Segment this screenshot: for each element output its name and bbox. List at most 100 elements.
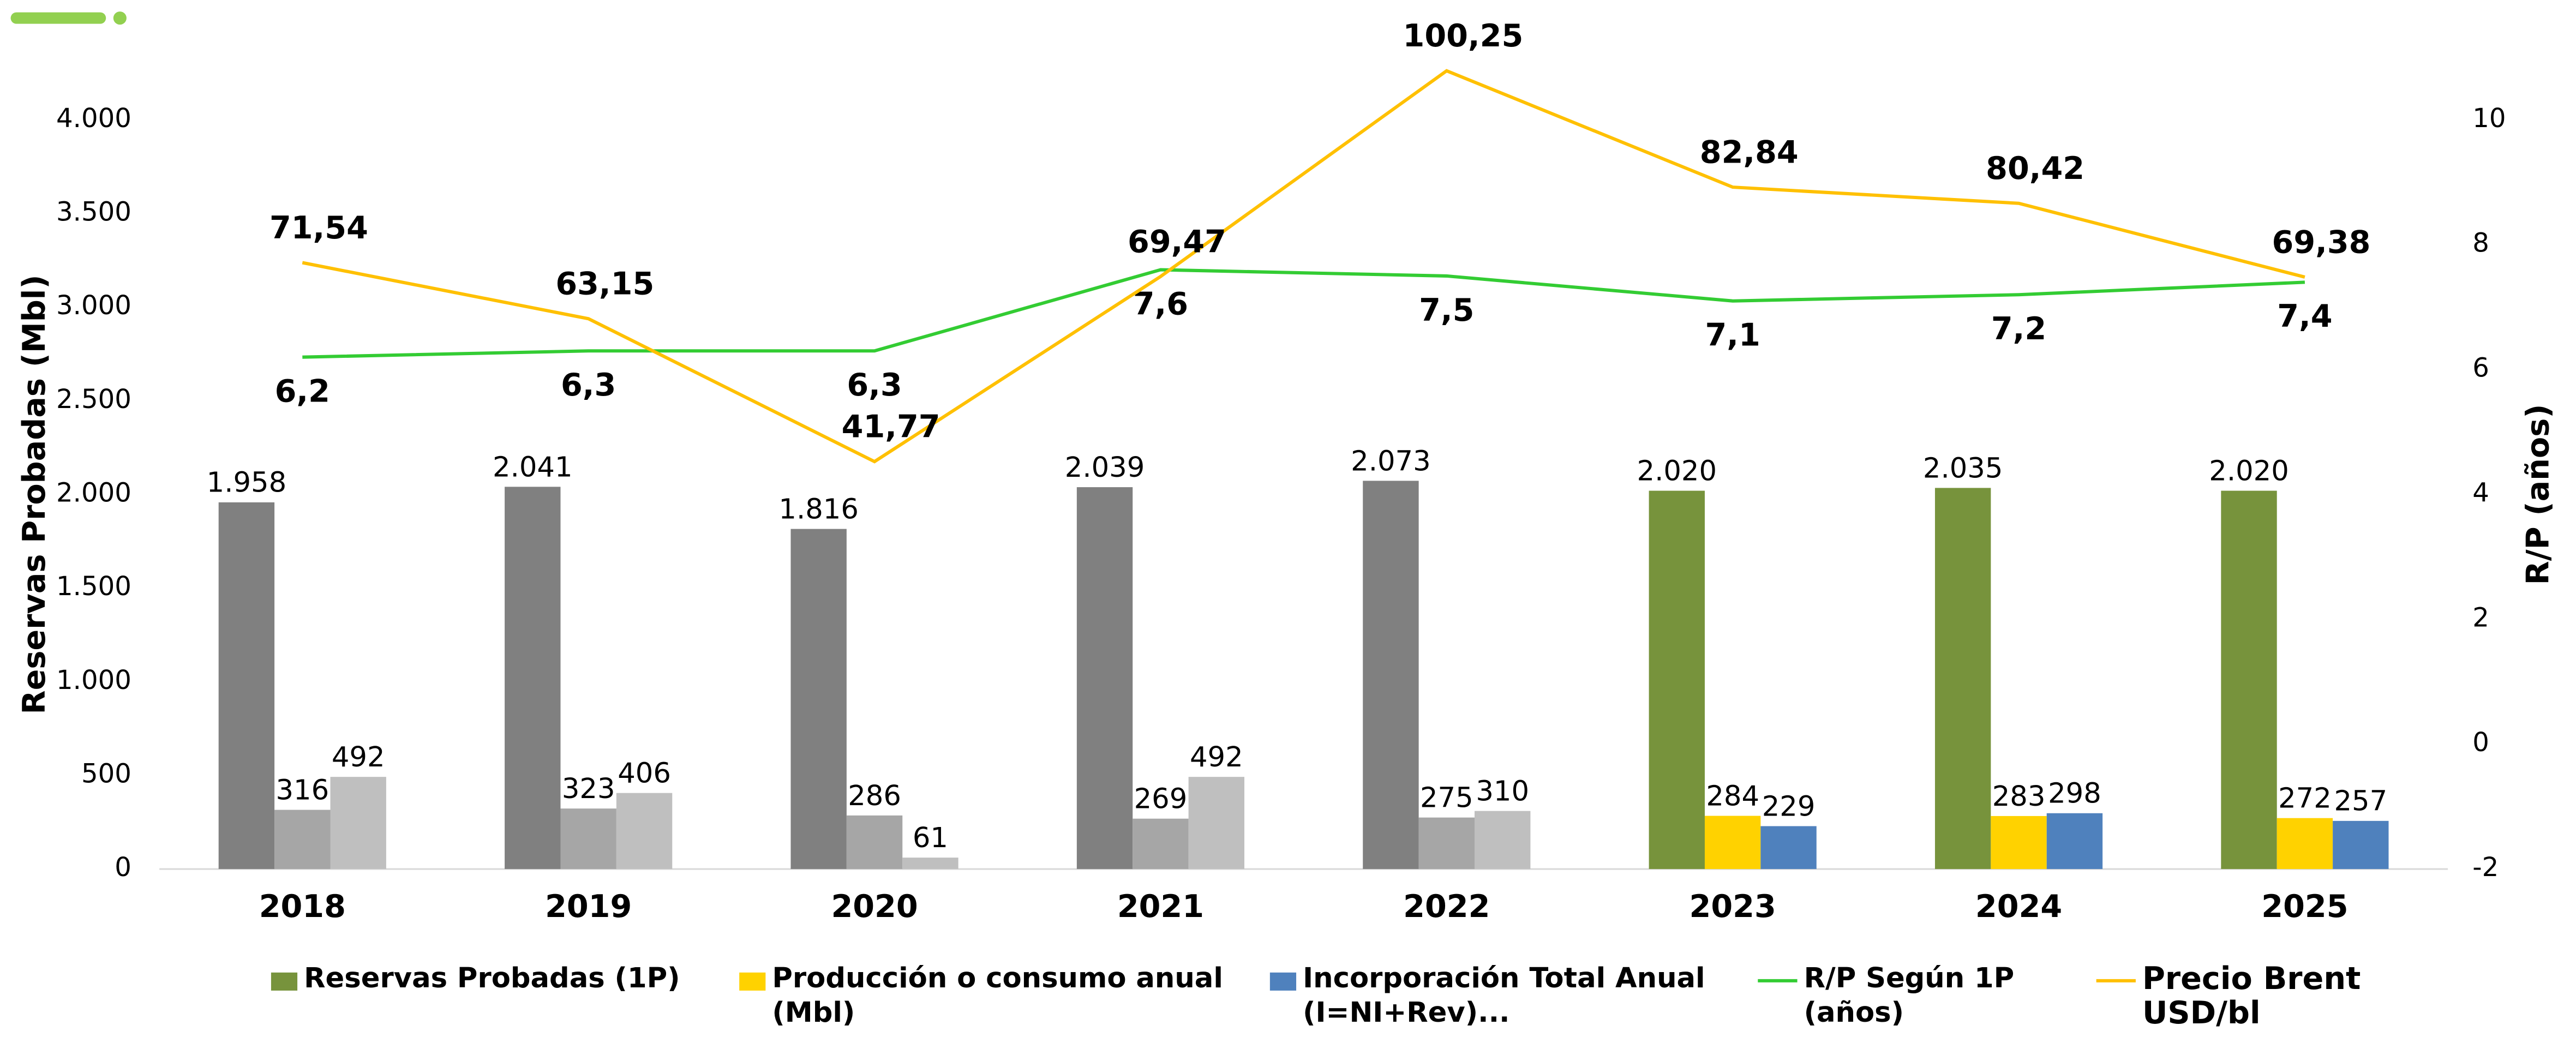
legend-label: Reservas Probadas (1P)	[304, 962, 680, 996]
data-label: 406	[618, 757, 671, 790]
data-label: 2.073	[1351, 445, 1431, 477]
data-label: 310	[1476, 775, 1529, 808]
y-tick-label: 2.000	[56, 477, 131, 508]
bar	[1704, 816, 1761, 870]
y2-tick-label: 4	[2472, 477, 2489, 508]
legend-swatch	[271, 972, 298, 991]
x-tick-label: 2023	[1690, 889, 1776, 925]
line-data-label: 69,38	[2272, 224, 2371, 260]
legend-swatch	[1269, 972, 1297, 991]
line-series	[302, 268, 2305, 359]
line-data-label: 7,5	[1419, 292, 1474, 328]
x-tick-label: 2021	[1117, 889, 1204, 925]
data-label: 272	[2278, 782, 2332, 815]
x-tick-label: 2020	[831, 889, 918, 925]
y2-tick-label: 0	[2472, 727, 2489, 758]
bar	[2333, 820, 2389, 870]
y2-tick-label: 8	[2472, 228, 2489, 259]
y-tick-label: 4.000	[56, 103, 131, 134]
data-label: 1.958	[207, 466, 287, 499]
data-label: 2.039	[1065, 451, 1145, 484]
line-data-label: 63,15	[555, 266, 654, 302]
legend-label: R/P Según 1P (años)	[1804, 962, 2015, 1030]
line-data-label: 6,3	[847, 367, 902, 403]
data-label: 283	[1992, 780, 2046, 813]
data-label: 286	[848, 780, 901, 812]
data-label: 2.041	[493, 451, 573, 483]
bar	[2221, 490, 2277, 870]
bar	[846, 815, 903, 870]
bar	[1934, 488, 1991, 870]
bar	[2277, 818, 2333, 870]
data-label: 2.020	[1637, 454, 1717, 487]
legend-item: Reservas Probadas (1P)	[304, 962, 680, 996]
y-tick-label: 3.000	[56, 290, 131, 321]
legend-item: Incorporación Total Anual (I=NI+Rev)...	[1303, 962, 1705, 1030]
y2-tick-label: -2	[2472, 852, 2499, 883]
bar	[1418, 817, 1475, 870]
bar	[1188, 777, 1245, 870]
y-axis-title: Reservas Probadas (Mbl)	[16, 274, 52, 714]
line-data-label: 41,77	[842, 409, 940, 445]
data-label: 229	[1762, 790, 1816, 823]
line-data-label: 71,54	[269, 210, 368, 246]
bar	[274, 810, 331, 870]
line-data-label: 7,4	[2277, 298, 2332, 334]
bar	[790, 529, 847, 870]
bar	[218, 502, 275, 870]
data-label: 257	[2334, 785, 2387, 818]
data-label: 1.816	[778, 493, 859, 525]
x-tick-label: 2018	[259, 889, 346, 925]
y2-tick-label: 6	[2472, 353, 2489, 383]
legend-label: Incorporación Total Anual (I=NI+Rev)...	[1303, 962, 1705, 1030]
line-data-label: 80,42	[1986, 151, 2084, 187]
y-tick-label: 1.500	[56, 571, 131, 602]
legend-label: Precio Brent USD/bl	[2142, 962, 2361, 1032]
data-label: 61	[913, 822, 948, 854]
y2-tick-label: 10	[2472, 103, 2506, 134]
x-tick-label: 2022	[1403, 889, 1490, 925]
bar	[560, 808, 616, 870]
data-label: 275	[1420, 782, 1473, 814]
line-data-label: 100,25	[1403, 18, 1524, 54]
y2-axis-title: R/P (años)	[2520, 404, 2556, 585]
x-tick-label: 2019	[545, 889, 632, 925]
data-label: 298	[2048, 777, 2101, 810]
y2-tick-label: 2	[2472, 602, 2489, 633]
line-data-label: 82,84	[1700, 134, 1799, 170]
data-label: 492	[332, 741, 385, 774]
data-label: 316	[275, 774, 329, 806]
data-label: 492	[1190, 741, 1243, 774]
data-label: 284	[1706, 780, 1759, 812]
data-label: 2.020	[2209, 454, 2289, 487]
bar	[1133, 818, 1189, 870]
data-label: 323	[562, 772, 615, 805]
bar	[505, 487, 561, 870]
bar	[902, 858, 958, 870]
line-data-label: 6,3	[561, 367, 616, 403]
data-label: 2.035	[1923, 452, 2003, 484]
line-data-label: 6,2	[275, 374, 330, 410]
y-tick-label: 3.500	[56, 196, 131, 227]
legend-item: R/P Según 1P (años)	[1804, 962, 2015, 1030]
y-tick-label: 2.500	[56, 384, 131, 415]
bar	[1760, 826, 1817, 870]
line-data-label: 7,6	[1133, 286, 1188, 322]
bar	[1474, 811, 1531, 870]
y-tick-label: 0	[115, 852, 131, 883]
bar	[1991, 816, 2047, 870]
bar	[616, 793, 673, 870]
legend-item: Precio Brent USD/bl	[2142, 962, 2361, 1032]
bar	[2046, 813, 2103, 870]
y-tick-label: 1.000	[56, 665, 131, 696]
bar	[1363, 481, 1419, 870]
line-series	[302, 69, 2305, 464]
bar	[330, 777, 386, 870]
data-label: 269	[1134, 783, 1188, 816]
line-data-label: 69,47	[1128, 224, 1226, 260]
legend-label: Producción o consumo anual (Mbl)	[772, 962, 1223, 1030]
bar	[1076, 487, 1133, 870]
x-tick-label: 2024	[1975, 889, 2062, 925]
x-tick-label: 2025	[2261, 889, 2348, 925]
